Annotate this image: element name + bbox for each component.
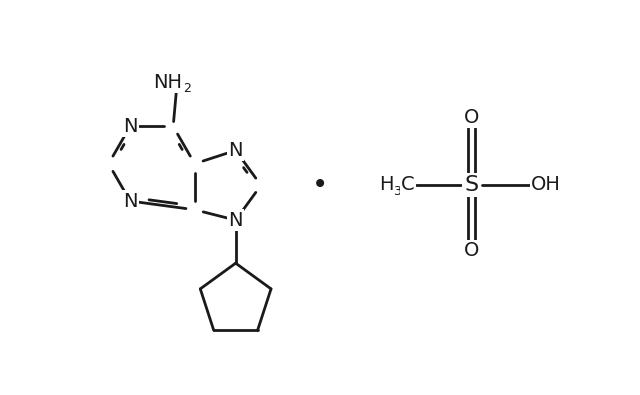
Text: 3: 3	[394, 184, 401, 198]
Text: S: S	[465, 175, 479, 195]
Text: OH: OH	[531, 175, 561, 194]
Text: C: C	[401, 175, 415, 194]
Text: NH: NH	[153, 73, 182, 92]
Text: •: •	[312, 171, 328, 199]
Text: N: N	[123, 192, 138, 211]
Text: N: N	[228, 211, 243, 229]
Text: O: O	[464, 241, 479, 260]
Text: H: H	[380, 175, 394, 194]
Text: O: O	[464, 108, 479, 127]
Text: N: N	[123, 117, 138, 136]
Text: N: N	[228, 141, 243, 160]
Text: 2: 2	[183, 82, 191, 95]
